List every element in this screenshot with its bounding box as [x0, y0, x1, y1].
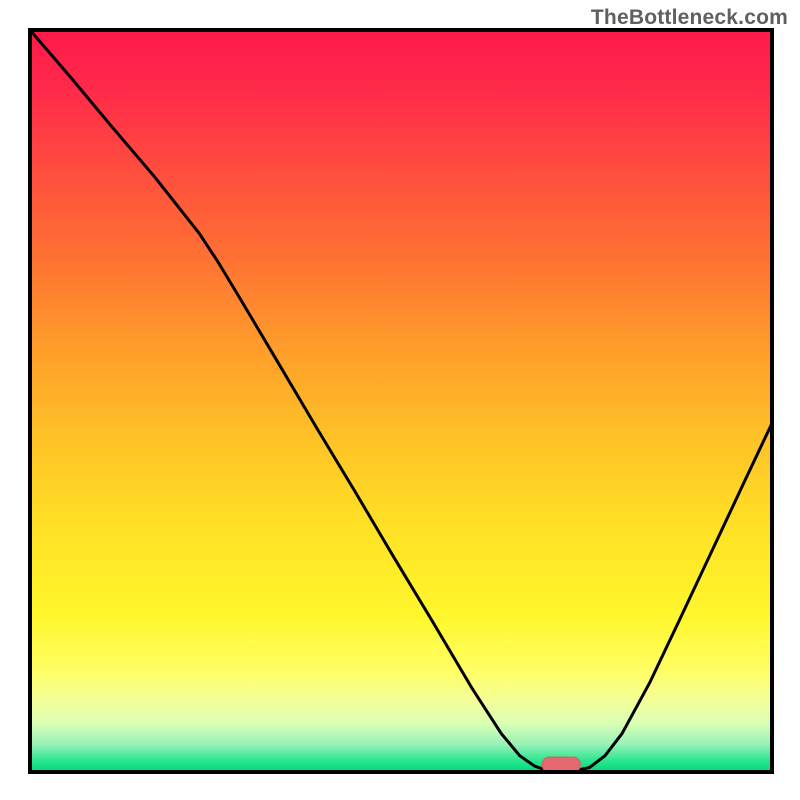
bottleneck-chart [0, 0, 800, 800]
chart-svg [0, 0, 800, 800]
chart-container: TheBottleneck.com [0, 0, 800, 800]
